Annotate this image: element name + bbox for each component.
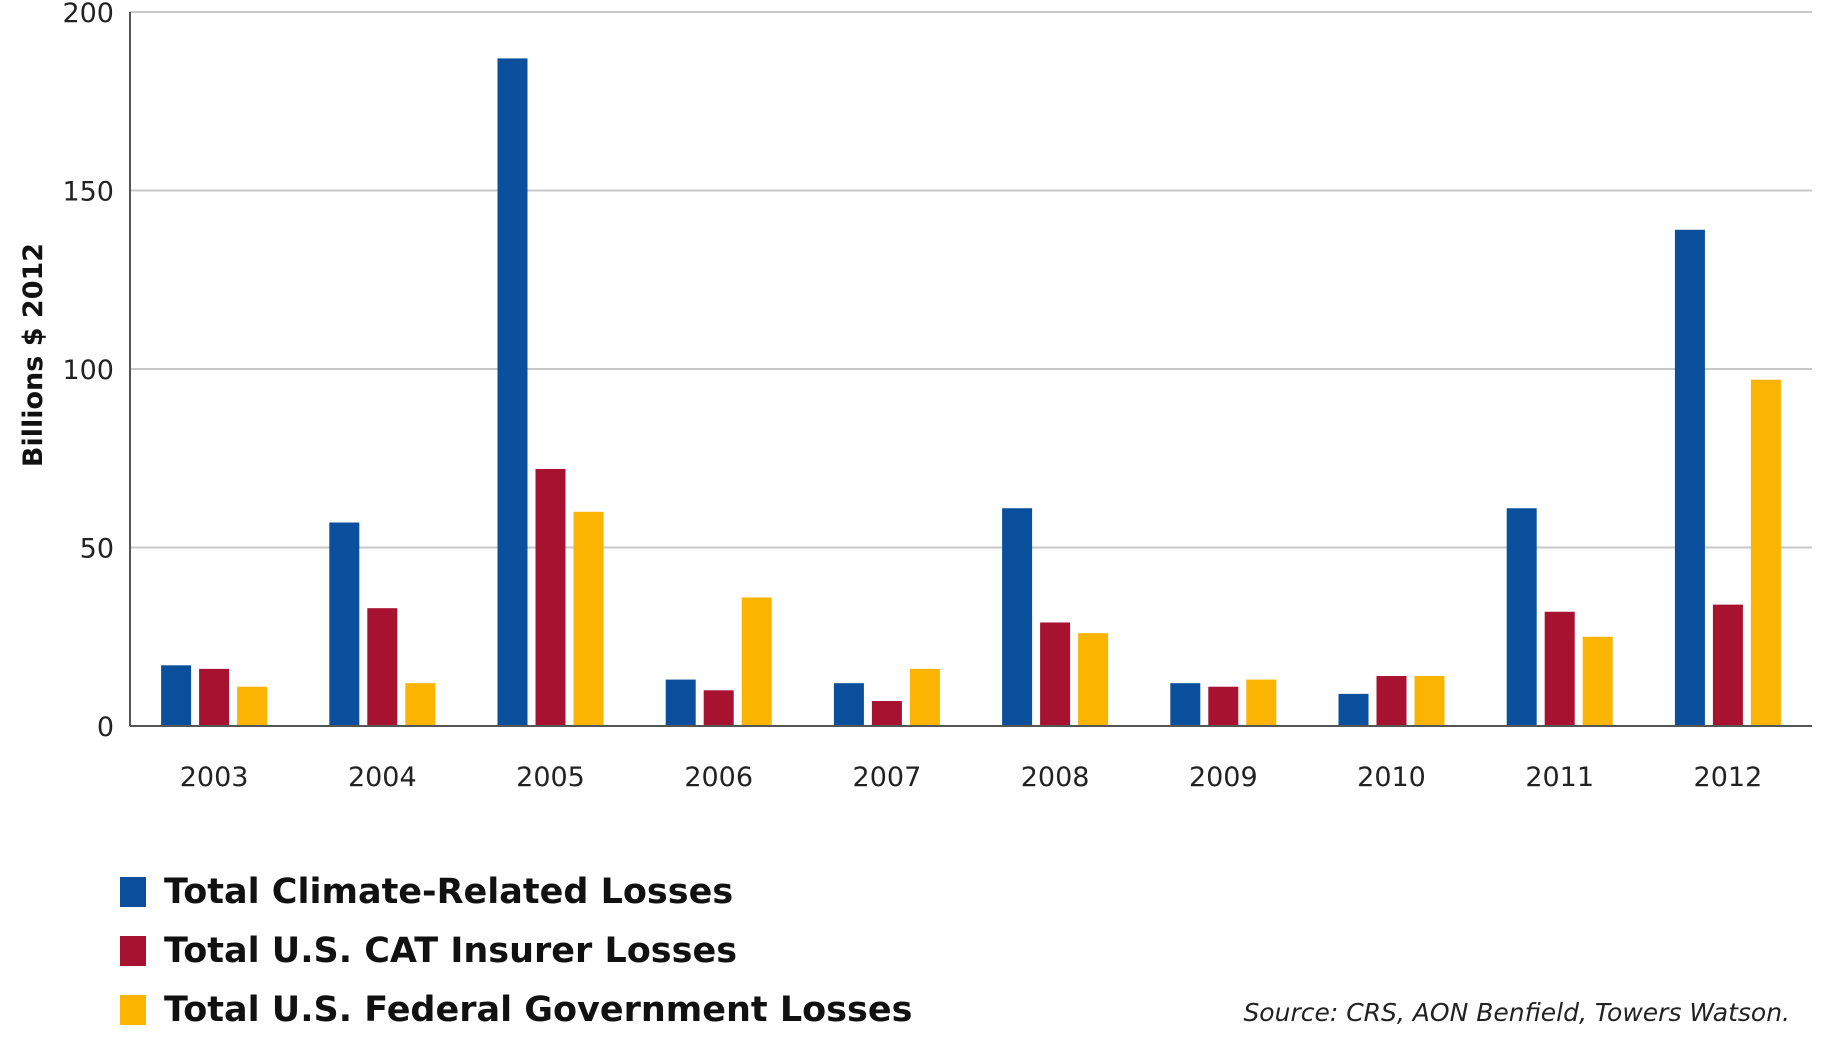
bar: [871, 701, 902, 726]
bar: [1506, 508, 1537, 726]
bar: [1414, 676, 1445, 726]
x-tick-label: 2006: [684, 762, 753, 793]
bar: [909, 668, 940, 726]
bar: [329, 522, 360, 726]
legend-swatch: [120, 935, 146, 966]
bar: [367, 608, 398, 726]
source-note: Source: CRS, AON Benfield, Towers Watson…: [1243, 998, 1790, 1027]
bar: [1078, 633, 1109, 726]
legend-label: Total Climate-Related Losses: [164, 871, 734, 912]
bar: [703, 690, 734, 726]
bar: [665, 679, 696, 726]
y-tick-label: 50: [80, 534, 114, 565]
legend: Total Climate-Related Losses Total U.S. …: [120, 862, 912, 1039]
bar: [237, 686, 268, 726]
legend-item-climate: Total Climate-Related Losses: [120, 862, 912, 921]
x-tick-label: 2010: [1357, 762, 1426, 793]
x-tick-label: 2004: [348, 762, 417, 793]
y-tick-label: 200: [62, 0, 114, 29]
y-axis-label: Billions $ 2012: [18, 243, 49, 467]
gridlines: [130, 11, 1812, 549]
x-tick-label: 2009: [1189, 762, 1258, 793]
x-tick-label: 2003: [180, 762, 249, 793]
bar: [1712, 604, 1743, 726]
bar: [1246, 679, 1277, 726]
x-tick-label: 2011: [1525, 762, 1594, 793]
bar: [1674, 229, 1705, 726]
bars: [161, 58, 1781, 727]
legend-label: Total U.S. Federal Government Losses: [164, 989, 913, 1030]
bar: [1002, 508, 1033, 726]
bar: [573, 511, 604, 726]
bar: [1582, 636, 1613, 726]
bar: [741, 597, 772, 726]
bar: [1338, 693, 1369, 726]
x-tick-labels: 2003 2004 2005 2006 2007 2008 2009 2010 2011 2012: [180, 762, 1763, 793]
bar: [199, 668, 230, 726]
x-tick-label: 2005: [516, 762, 585, 793]
bar: [497, 58, 528, 727]
legend-swatch: [120, 876, 146, 907]
legend-swatch: [120, 994, 146, 1025]
bar: [1170, 683, 1201, 726]
x-tick-label: 2012: [1694, 762, 1763, 793]
bar: [1040, 622, 1071, 726]
y-tick-labels: 0 50 100 150 200: [62, 0, 114, 743]
y-tick-label: 0: [97, 712, 114, 743]
x-tick-label: 2007: [853, 762, 922, 793]
bar: [1750, 379, 1781, 726]
y-tick-label: 150: [62, 177, 114, 208]
bar: [1544, 611, 1575, 726]
bar: [833, 683, 864, 726]
x-tick-label: 2008: [1021, 762, 1090, 793]
y-tick-label: 100: [62, 355, 114, 386]
bar: [1208, 686, 1239, 726]
legend-label: Total U.S. CAT Insurer Losses: [164, 930, 738, 971]
bar: [161, 665, 192, 726]
legend-item-federal: Total U.S. Federal Government Losses: [120, 980, 912, 1039]
legend-item-cat-insurer: Total U.S. CAT Insurer Losses: [120, 921, 912, 980]
bar: [405, 683, 436, 726]
bar: [1376, 676, 1407, 726]
axes: [129, 12, 1812, 727]
bar: [535, 468, 566, 726]
